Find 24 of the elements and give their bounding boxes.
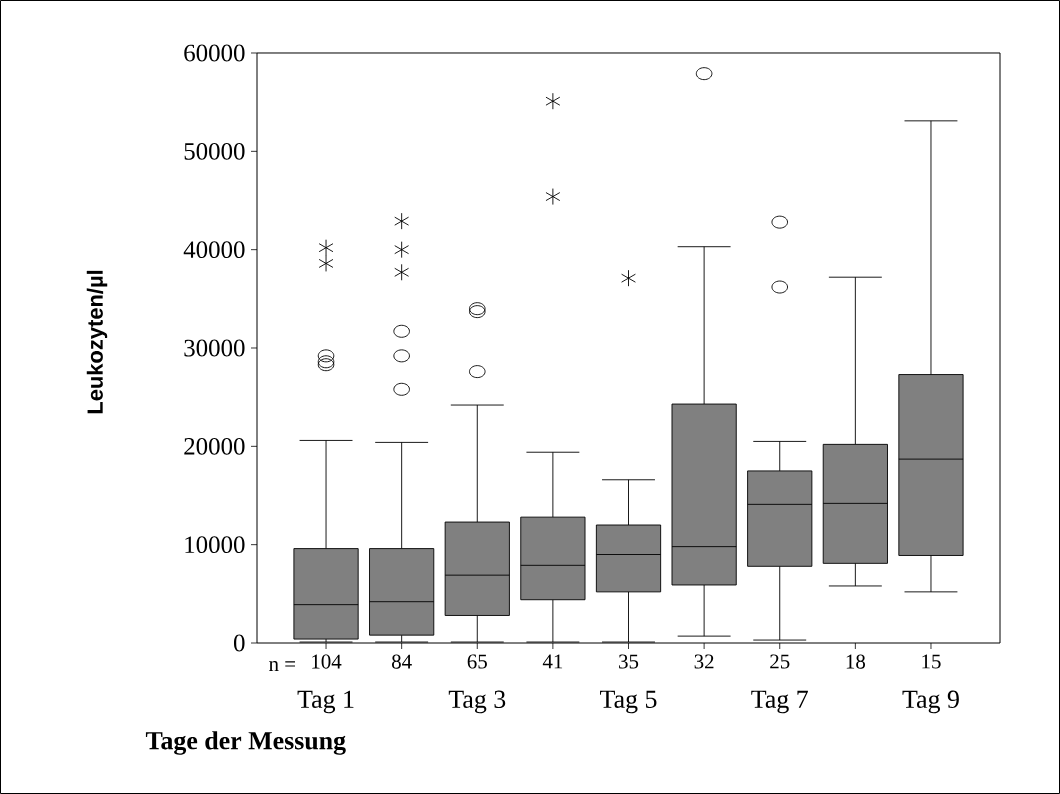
y-tick-label: 30000 [184,339,245,357]
x-tick-label: 18 [846,654,866,669]
x-axis-title: Tage der Messung [145,731,346,755]
y-axis-title: Leukozyten/µl [86,270,108,414]
text: Tag 5 [600,690,657,714]
x-tick-label: 65 [467,654,487,669]
x-tick-label: 104 [312,654,342,669]
y-tick-label: 60000 [184,44,245,62]
x-tick-label: 35 [619,654,639,669]
y-tick-label: 20000 [184,437,245,455]
x-tick-label: 41 [542,654,563,669]
y-tick-label: 40000 [183,241,245,259]
y-tick-label: 10000 [185,536,245,554]
x-tick-label: 25 [770,654,790,669]
y-tick-label: 0 [233,634,245,652]
text: Tag 3 [448,690,506,714]
text: Tag 1 [297,690,354,714]
x-tick-label: 84 [391,654,412,669]
text: Tag 7 [751,690,808,714]
text: Tag 9 [902,690,959,714]
x-tick-label: 15 [922,654,941,669]
y-tick-label: 50000 [184,142,245,160]
x-tick-label: 32 [694,654,714,669]
text: n = [269,661,296,671]
